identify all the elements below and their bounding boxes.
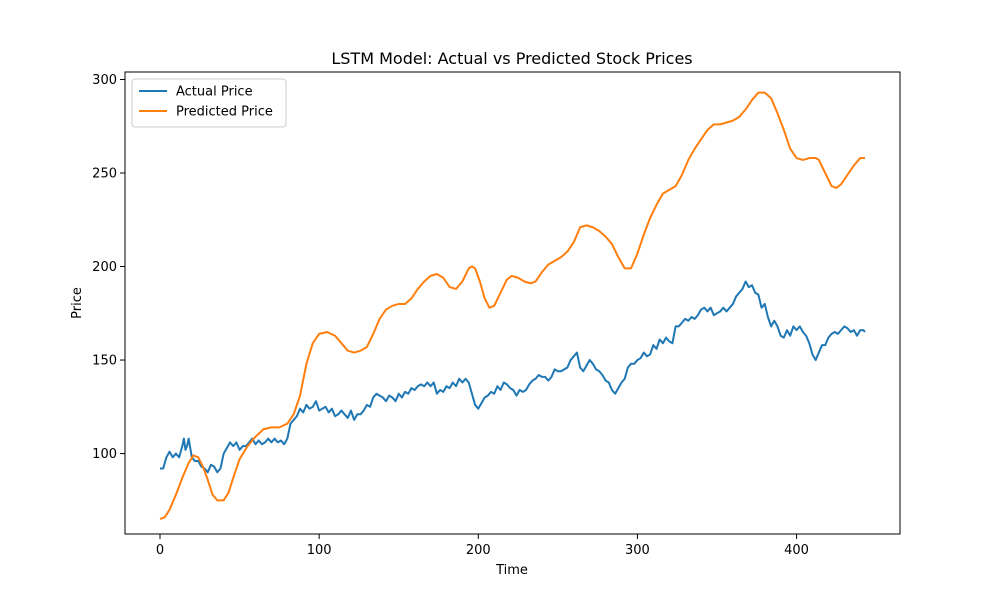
x-tick-label: 0	[156, 543, 164, 558]
x-axis-label: Time	[495, 563, 528, 578]
x-tick-label: 400	[784, 543, 809, 558]
x-tick-label: 100	[307, 543, 332, 558]
chart-title: LSTM Model: Actual vs Predicted Stock Pr…	[331, 49, 692, 68]
x-tick-label: 200	[466, 543, 491, 558]
plot-frame	[124, 71, 901, 535]
y-tick-label: 250	[92, 167, 117, 182]
x-tick-label: 300	[625, 543, 650, 558]
legend-label-predicted-price: Predicted Price	[176, 105, 273, 120]
series-line-predicted-price	[159, 91, 865, 520]
legend: Actual Price Predicted Price	[131, 78, 287, 128]
y-tick-label: 100	[92, 447, 117, 462]
legend-label-actual-price: Actual Price	[176, 85, 253, 100]
y-tick-label: 150	[92, 354, 117, 369]
series-line-actual-price	[160, 280, 866, 474]
legend-box	[131, 78, 287, 128]
series-layer	[159, 91, 866, 520]
plot-area	[125, 72, 900, 534]
y-axis: 100 150 200 250 300	[92, 73, 125, 462]
y-tick-label: 200	[92, 260, 117, 275]
y-axis-label: Price	[70, 287, 85, 319]
y-tick-label: 300	[92, 73, 117, 88]
x-axis: 0 100 200 300 400	[156, 534, 809, 558]
